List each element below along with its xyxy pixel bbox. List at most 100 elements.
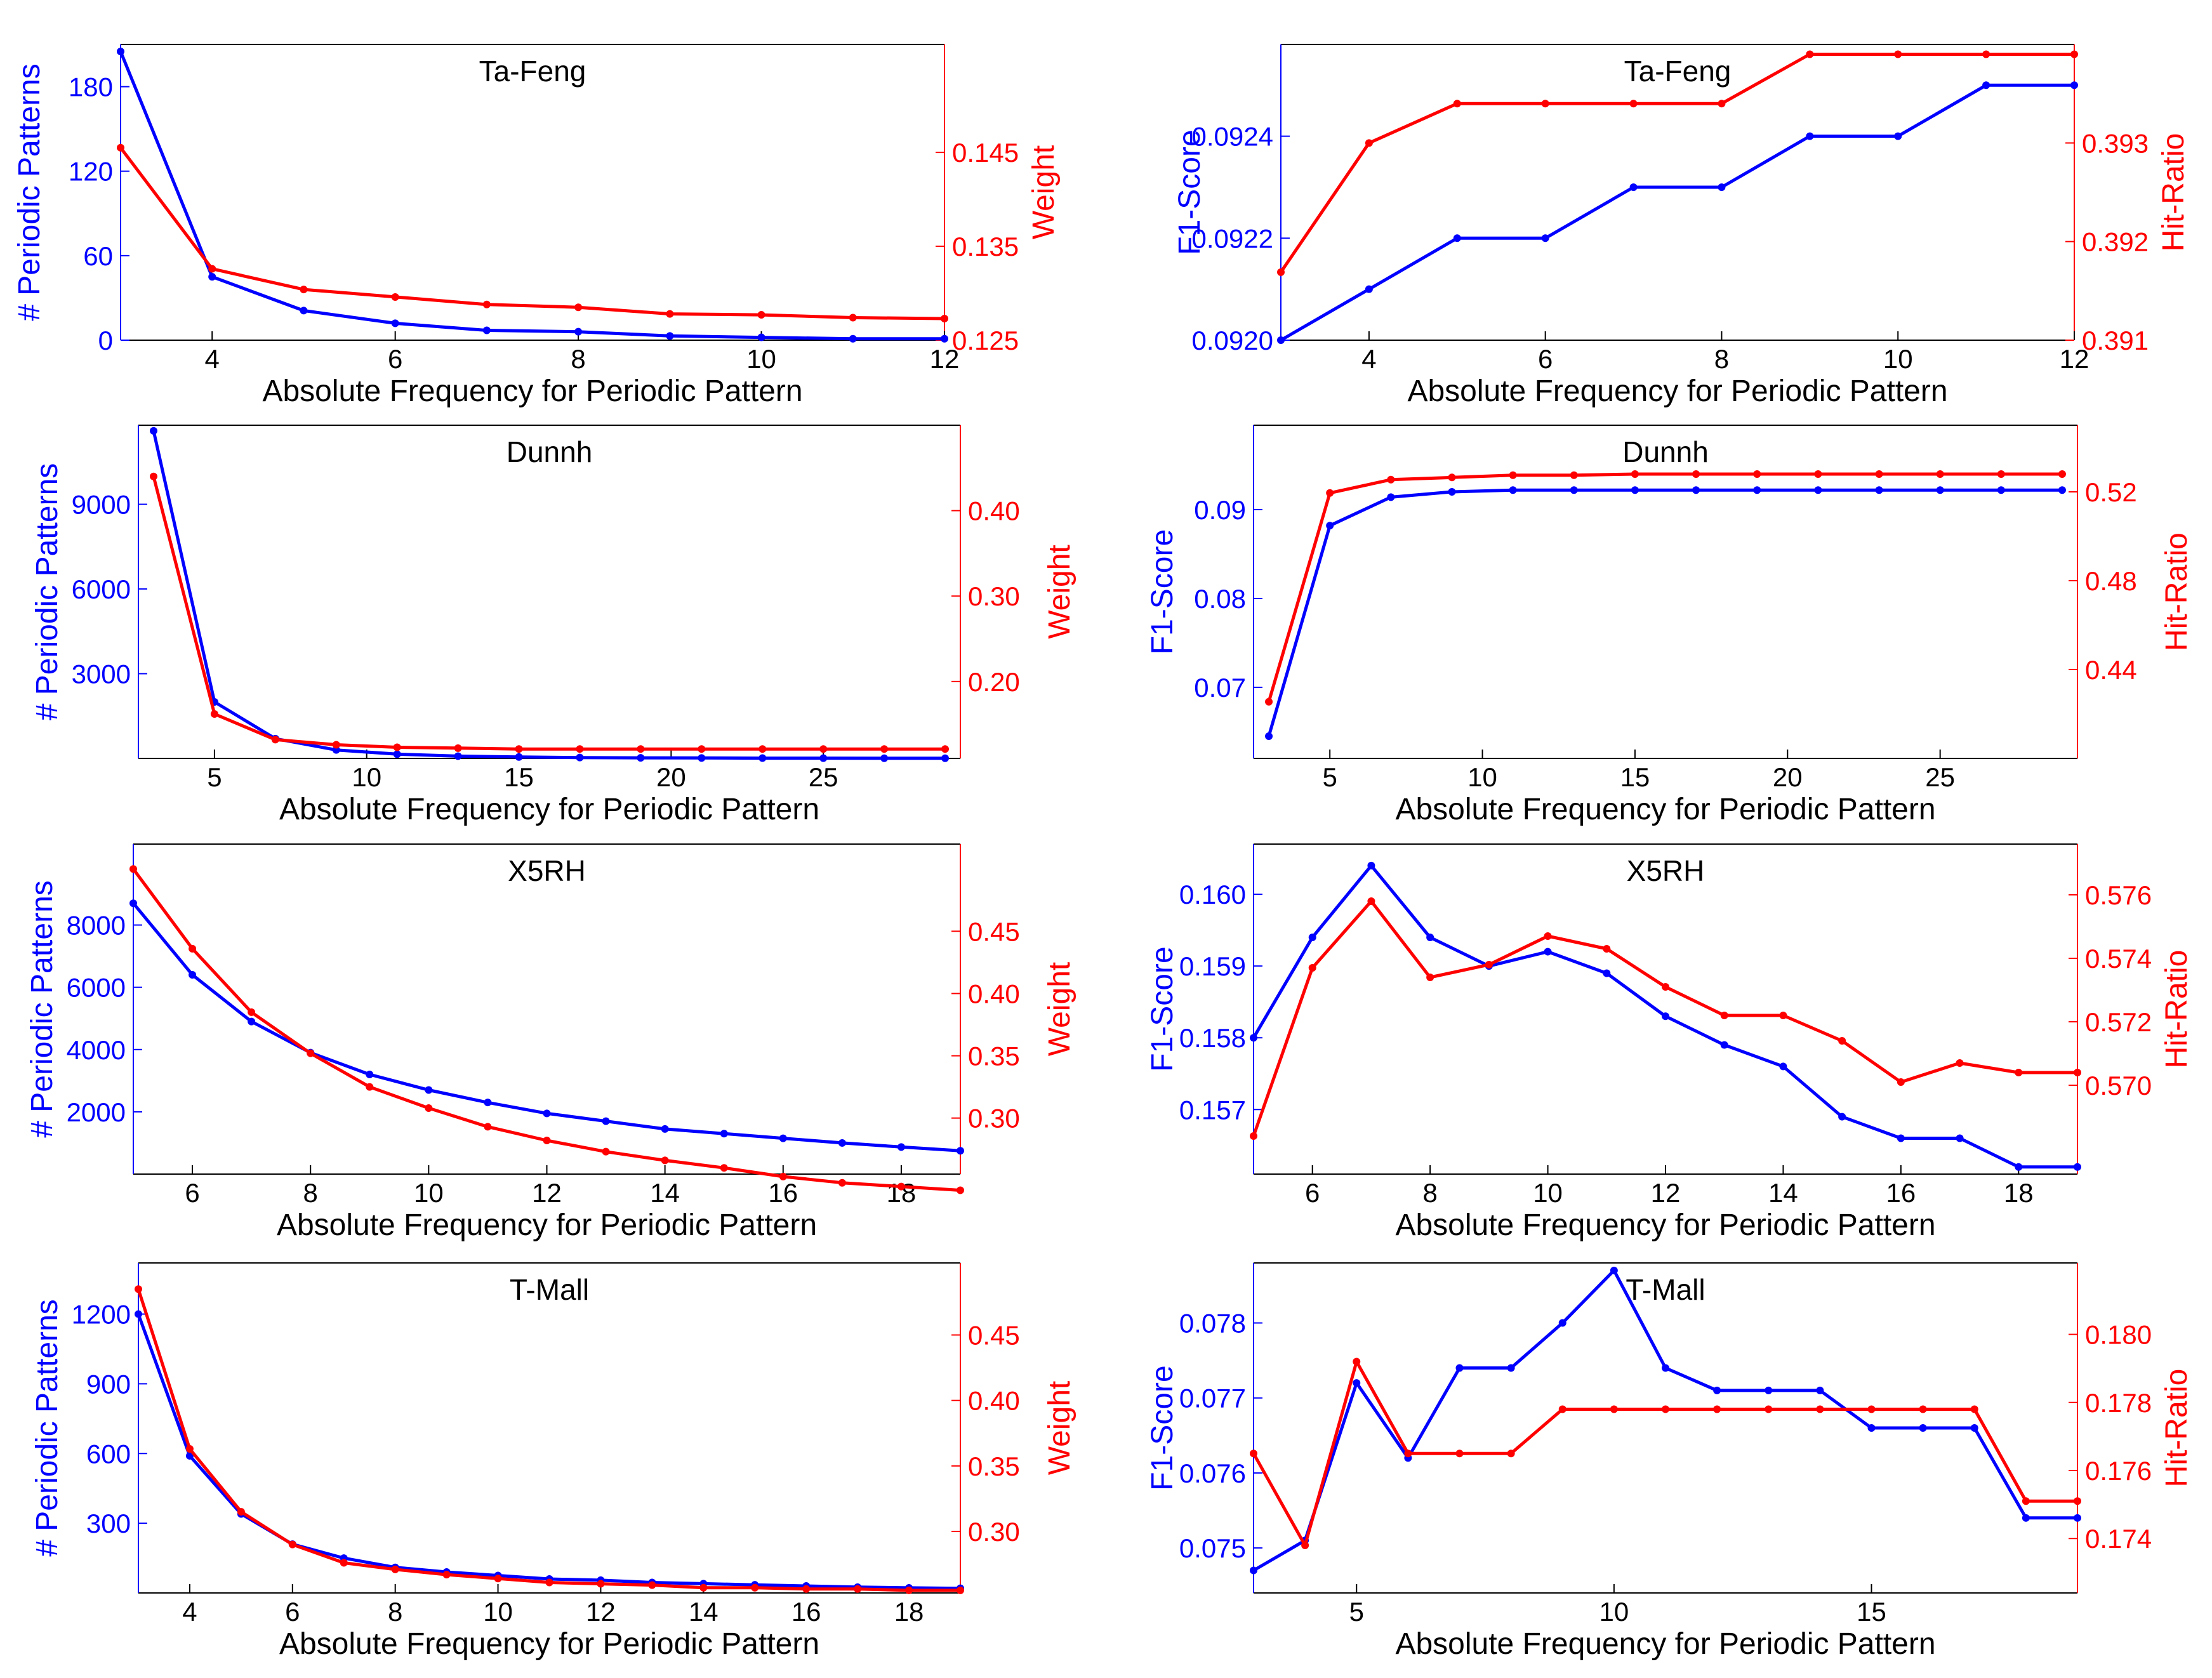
data-point-left (129, 899, 137, 908)
data-point-right (149, 472, 157, 480)
data-point-right (1507, 1450, 1515, 1458)
data-point-right (802, 1585, 811, 1593)
x-axis-label: Absolute Frequency for Periodic Pattern (1395, 793, 1935, 826)
data-point-right (1997, 470, 2005, 478)
data-point-left (425, 1086, 433, 1094)
data-point-right (391, 1565, 399, 1573)
left-y-axis-label: # Periodic Patterns (25, 880, 59, 1138)
data-point-right (751, 1583, 759, 1592)
data-point-right (1326, 489, 1334, 497)
data-point-left (1570, 486, 1578, 494)
data-point-right (1558, 1405, 1566, 1413)
data-point-left (2058, 486, 2066, 494)
data-point-right (545, 1578, 553, 1587)
data-point-left (366, 1071, 374, 1079)
x-tick-label: 6 (1538, 344, 1553, 374)
data-point-right (248, 1008, 256, 1016)
left-y-tick-label: 3000 (72, 659, 131, 689)
data-point-right (454, 744, 462, 752)
data-point-left (957, 1147, 964, 1155)
x-tick-label: 6 (285, 1597, 300, 1627)
right-y-tick-label: 0.576 (2085, 880, 2152, 910)
data-point-right (135, 1285, 142, 1293)
data-point-right (699, 1583, 708, 1592)
x-tick-label: 15 (1620, 762, 1650, 792)
data-point-left (1509, 486, 1517, 494)
left-y-tick-label: 6000 (72, 574, 131, 604)
data-point-right (391, 293, 399, 301)
data-point-right (819, 745, 828, 753)
data-point-right (1970, 1405, 1978, 1413)
right-y-tick-label: 0.30 (968, 581, 1020, 611)
data-point-left (454, 752, 462, 760)
data-point-left (185, 1451, 194, 1460)
x-tick-label: 10 (1467, 762, 1497, 792)
x-tick-label: 15 (1857, 1597, 1886, 1627)
data-point-right (482, 300, 491, 308)
right-y-tick-label: 0.45 (968, 916, 1020, 946)
data-point-right (288, 1540, 296, 1549)
x-tick-label: 14 (650, 1178, 680, 1208)
data-point-right (576, 745, 584, 753)
data-point-right (366, 1083, 374, 1091)
data-point-right (698, 745, 706, 753)
data-point-left (1629, 183, 1638, 191)
data-point-left (880, 754, 889, 762)
data-point-right (332, 741, 340, 749)
data-point-left (1453, 234, 1461, 242)
data-point-left (698, 754, 706, 762)
data-point-left (189, 971, 197, 979)
left-y-tick-label: 6000 (67, 973, 126, 1003)
data-point-left (484, 1099, 492, 1107)
data-point-right (189, 944, 197, 953)
data-point-left (300, 307, 308, 315)
left-y-axis-label: F1-Score (1173, 129, 1207, 254)
x-tick-label: 5 (207, 762, 222, 792)
data-point-right (1404, 1450, 1412, 1458)
x-tick-label: 12 (1651, 1178, 1681, 1208)
data-point-right (941, 314, 948, 322)
x-tick-label: 25 (1925, 762, 1955, 792)
x-tick-label: 6 (388, 344, 402, 374)
chart-title: T-Mall (510, 1273, 589, 1306)
data-point-right (1426, 974, 1434, 981)
left-y-axis-label: # Periodic Patterns (13, 63, 46, 321)
data-point-right (2022, 1497, 2030, 1505)
data-point-right (1814, 470, 1822, 478)
data-point-left (1603, 969, 1611, 977)
x-tick-label: 20 (1773, 762, 1803, 792)
data-point-left (1936, 486, 1944, 494)
right-y-axis-label: Weight (1043, 1381, 1076, 1476)
right-y-axis-label: Weight (1043, 962, 1076, 1057)
left-y-tick-label: 0.077 (1179, 1384, 1246, 1413)
data-point-right (1610, 1405, 1618, 1413)
x-axis-label: Absolute Frequency for Periodic Pattern (277, 1208, 817, 1242)
data-point-right (1662, 983, 1669, 991)
x-tick-label: 5 (1349, 1597, 1364, 1627)
data-point-right (484, 1123, 492, 1131)
x-tick-label: 8 (1714, 344, 1729, 374)
data-point-right (957, 1186, 964, 1194)
x-tick-label: 16 (768, 1178, 798, 1208)
x-axis-label: Absolute Frequency for Periodic Pattern (262, 374, 802, 408)
series-line-right (1267, 472, 2062, 703)
data-point-right (1875, 470, 1883, 478)
data-point-left (2074, 1163, 2081, 1171)
left-y-tick-label: 0.160 (1179, 880, 1246, 909)
left-y-tick-label: 180 (69, 72, 113, 102)
data-point-right (838, 1179, 846, 1187)
data-point-left (1250, 1034, 1257, 1042)
x-tick-label: 10 (1533, 1178, 1563, 1208)
x-tick-label: 5 (1323, 762, 1337, 792)
left-y-tick-label: 0.159 (1179, 951, 1246, 981)
right-y-tick-label: 0.570 (2085, 1071, 2152, 1100)
left-y-tick-label: 0.0924 (1192, 122, 1273, 152)
data-point-left (393, 750, 401, 758)
data-point-right (941, 745, 950, 753)
x-tick-label: 20 (656, 762, 686, 792)
data-point-right (602, 1147, 610, 1156)
x-tick-label: 4 (205, 344, 220, 374)
data-point-left (897, 1143, 905, 1151)
data-point-right (661, 1156, 669, 1165)
data-point-right (1455, 1450, 1464, 1458)
